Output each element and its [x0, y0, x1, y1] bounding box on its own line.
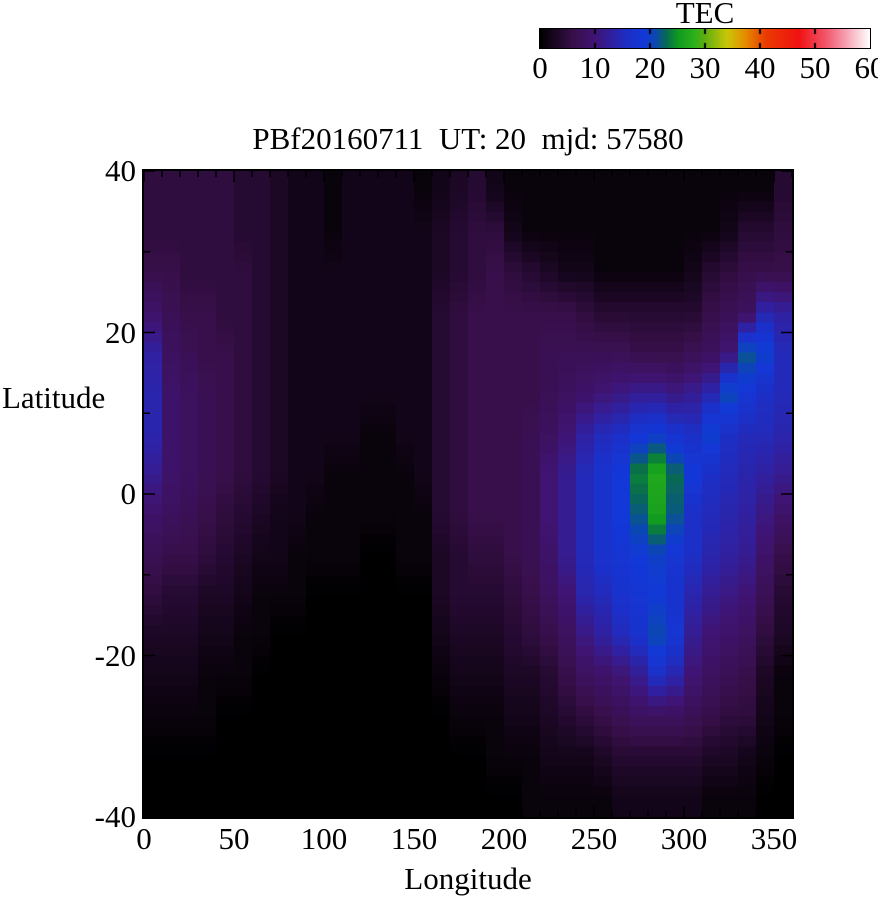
x-axis-label: Longitude — [404, 861, 532, 896]
colorbar-tick-label: 60 — [854, 50, 878, 85]
y-axis-label: Latitude — [2, 380, 106, 415]
y-tick-label: 40 — [105, 153, 136, 188]
x-tick-label: 300 — [660, 821, 708, 856]
axis-ticks — [144, 171, 792, 817]
x-tick-label: 250 — [570, 821, 618, 856]
plot-area — [142, 169, 794, 819]
colorbar-tick-label: 10 — [579, 50, 611, 85]
colorbar-tick-label: 30 — [689, 50, 721, 85]
tec-heatmap-canvas — [144, 171, 792, 817]
colorbar-title: TEC — [675, 0, 735, 30]
x-tick-label: 150 — [390, 821, 438, 856]
x-tick-label: 100 — [300, 821, 348, 856]
colorbar-tick-label: 20 — [634, 50, 666, 85]
plot-title: PBf20160711 UT: 20 mjd: 57580 — [252, 121, 684, 156]
x-tick-label: 350 — [750, 821, 798, 856]
colorbar-tick-label: 40 — [744, 50, 776, 85]
y-tick-label: -20 — [94, 637, 136, 673]
colorbar-tick-label: 0 — [532, 50, 548, 85]
y-tick-label: -40 — [94, 799, 136, 834]
colorbar-tick-label: 50 — [799, 50, 831, 85]
y-tick-label: 0 — [120, 476, 137, 511]
colorbar — [539, 28, 871, 49]
x-tick-label: 50 — [218, 821, 250, 856]
x-tick-label: 0 — [136, 821, 152, 856]
x-tick-label: 200 — [480, 821, 528, 856]
colorbar-gradient — [540, 29, 870, 48]
y-tick-label: 20 — [105, 314, 136, 350]
